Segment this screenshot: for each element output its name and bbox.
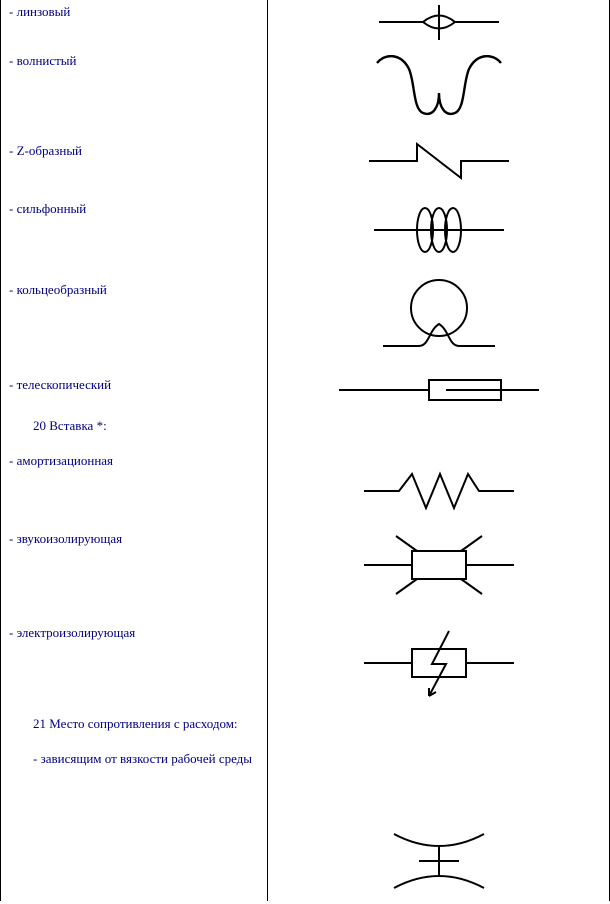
item-label: - зависящим от вязкости рабочей среды [9, 733, 259, 768]
table-row: - сильфонный [1, 193, 610, 268]
electro-symbol [268, 622, 609, 706]
symbol-cell [268, 418, 610, 521]
label-cell: - линзовый [1, 0, 268, 45]
symbol-cell [268, 268, 610, 363]
label-cell: - телескопический [1, 363, 268, 418]
symbol-cell [268, 611, 610, 716]
table-row: 21 Место сопротивления с расходом:- зави… [1, 716, 610, 901]
table-row: 20 Вставка *:- амортизационная [1, 418, 610, 521]
section-heading: 20 Вставка *: [9, 418, 259, 435]
telescopic-symbol [268, 371, 609, 410]
label-cell: 20 Вставка *:- амортизационная [1, 418, 268, 521]
symbols-table: - линзовый - волнистый - Z-образный - си… [0, 0, 610, 901]
symbol-cell [268, 193, 610, 268]
sound-symbol [268, 524, 609, 608]
label-cell: - звукоизолирующая [1, 521, 268, 611]
table-row: - звукоизолирующая [1, 521, 610, 611]
table-row: - линзовый [1, 0, 610, 45]
item-label: - волнистый [9, 45, 259, 70]
label-cell: - кольцеобразный [1, 268, 268, 363]
symbol-cell [268, 129, 610, 193]
symbol-cell [268, 45, 610, 129]
wave-symbol [268, 51, 609, 124]
table-row: - кольцеобразный [1, 268, 610, 363]
table-row: - телескопический [1, 363, 610, 418]
item-label: - амортизационная [9, 435, 259, 470]
table-row: - Z-образный [1, 129, 610, 193]
item-label: - кольцеобразный [9, 268, 259, 299]
label-cell: - сильфонный [1, 193, 268, 268]
item-label: - звукоизолирующая [9, 521, 259, 548]
item-label: - линзовый [9, 0, 259, 21]
symbol-cell [268, 363, 610, 418]
label-cell: - электроизолирующая [1, 611, 268, 716]
table-row: - волнистый [1, 45, 610, 129]
item-label: - Z-образный [9, 129, 259, 160]
item-label: - сильфонный [9, 193, 259, 218]
zshape-symbol [268, 134, 609, 189]
table-row: - электроизолирующая [1, 611, 610, 716]
ring-symbol [268, 270, 609, 361]
item-label: - телескопический [9, 363, 259, 394]
label-cell: - Z-образный [1, 129, 268, 193]
bellows-symbol [268, 199, 609, 263]
symbol-cell [268, 716, 610, 901]
symbol-cell [268, 521, 610, 611]
section-heading: 21 Место сопротивления с расходом: [9, 716, 259, 733]
label-cell: 21 Место сопротивления с расходом:- зави… [1, 716, 268, 901]
viscosity-symbol [268, 716, 609, 901]
item-label: - электроизолирующая [9, 611, 259, 642]
symbol-cell [268, 0, 610, 45]
lens-symbol [268, 1, 609, 45]
shock-symbol [268, 418, 609, 521]
label-cell: - волнистый [1, 45, 268, 129]
